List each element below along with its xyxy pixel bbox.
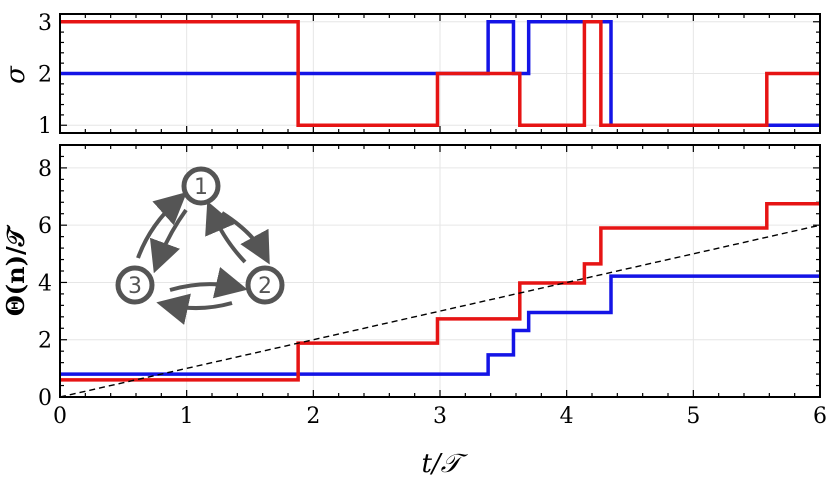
state-node-2: 2 — [245, 265, 285, 305]
theta-y-tick-label: 6 — [38, 214, 52, 239]
y-axis-label-theta: Θ(n)/𝒯 — [1, 224, 30, 316]
theta-y-tick-label: 4 — [38, 271, 52, 296]
y-axis-label-sigma: σ — [1, 65, 31, 84]
theta-x-tick-label: 6 — [813, 404, 827, 429]
svg-text:3: 3 — [128, 274, 142, 299]
state-node-3: 3 — [115, 265, 155, 305]
sigma-y-tick-label: 1 — [38, 114, 52, 139]
theta-x-tick-label: 3 — [433, 404, 447, 429]
arrow-3-to-1 — [136, 192, 187, 259]
theta-blue-series-line — [60, 274, 820, 376]
sigma-y-tick-label: 2 — [38, 63, 52, 88]
theta-frame — [59, 144, 821, 398]
sigma-panel: 1 2 3 — [38, 11, 821, 139]
theta-x-tick-label: 2 — [306, 404, 320, 429]
theta-x-tick-label: 4 — [560, 404, 574, 429]
theta-y-tick-label: 0 — [38, 386, 52, 411]
theta-x-tick-label: 1 — [180, 404, 194, 429]
sigma-frame — [59, 13, 821, 134]
theta-red-series-line — [60, 201, 820, 382]
state-diagram-inset: 1 2 3 — [115, 166, 285, 325]
arrow-3-to-2 — [169, 266, 248, 299]
theta-y-tick-label: 8 — [38, 157, 52, 182]
theta-x-tick-label: 5 — [686, 404, 700, 429]
svg-text:2: 2 — [258, 274, 272, 299]
theta-y-tick-label: 2 — [38, 329, 52, 354]
theta-x-tick-label: 0 — [53, 404, 67, 429]
svg-text:1: 1 — [194, 175, 208, 200]
arrow-1-to-3 — [149, 208, 188, 274]
sigma-y-tick-label: 3 — [38, 11, 52, 36]
state-node-1: 1 — [181, 166, 221, 206]
arrow-2-to-1 — [205, 200, 247, 264]
theta-panel: 0 2 4 6 8 0 1 2 3 4 5 6 — [38, 144, 827, 429]
arrow-2-to-3 — [156, 293, 233, 325]
arrow-1-to-2 — [220, 211, 270, 265]
x-axis-label: t/𝒯 — [421, 449, 468, 479]
sigma-red-series-line — [60, 20, 820, 127]
